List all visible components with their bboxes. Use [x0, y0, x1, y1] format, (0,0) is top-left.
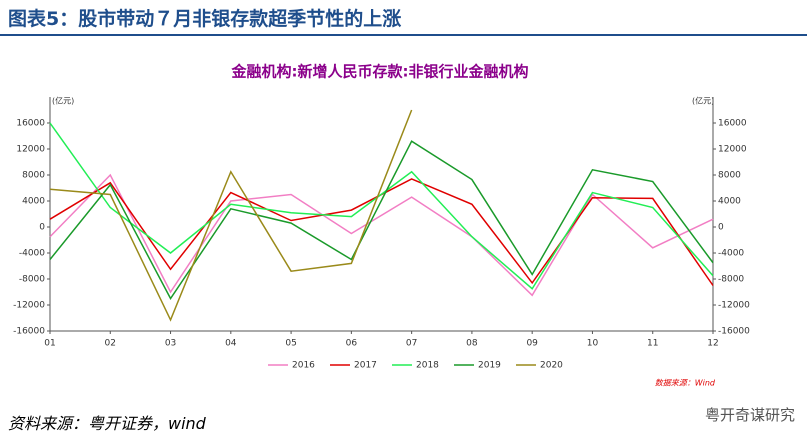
- series-line: [49, 109, 413, 322]
- y-tick-label: 4000: [22, 197, 45, 207]
- y2-unit: (亿元): [692, 96, 714, 106]
- y2-tick-label: 8000: [718, 171, 741, 181]
- y2-tick-label: -8000: [718, 275, 744, 285]
- y-tick-label: 0: [39, 223, 45, 233]
- y-tick-label: 12000: [16, 145, 45, 155]
- y2-tick-label: 4000: [718, 197, 741, 207]
- x-tick-label: 06: [346, 339, 358, 349]
- y2-tick-label: -4000: [718, 249, 744, 259]
- source: 资料来源：粤开证券，wind: [8, 414, 206, 433]
- y2-tick-label: -16000: [718, 327, 750, 337]
- y-tick-label: 16000: [16, 119, 45, 129]
- x-tick-label: 10: [587, 339, 599, 349]
- y-tick-label: 8000: [22, 171, 45, 181]
- y-tick-label: -12000: [13, 301, 45, 311]
- x-tick-label: 07: [406, 339, 417, 349]
- x-tick-label: 04: [225, 339, 237, 349]
- watermark: 粤开奇谋研究: [704, 406, 795, 424]
- rule: [0, 34, 807, 36]
- chart: 金融机构:新增人民币存款:非银行业金融机构 (亿元) (亿元) 数据来源：Win…: [13, 63, 750, 388]
- y2-tick-label: 0: [718, 223, 724, 233]
- y-unit: (亿元): [52, 96, 74, 106]
- legend-label: 2017: [354, 361, 377, 371]
- x-tick-label: 08: [466, 339, 478, 349]
- y2-tick-label: 12000: [718, 145, 747, 155]
- legend-label: 2016: [292, 361, 315, 371]
- note: 数据来源：Wind: [655, 379, 716, 388]
- x-tick-label: 11: [647, 339, 658, 349]
- legend-label: 2019: [478, 361, 501, 371]
- series-line: [49, 122, 714, 290]
- x-tick-label: 05: [285, 339, 296, 349]
- series-line: [49, 173, 714, 297]
- y2-tick-label: 16000: [718, 119, 747, 129]
- series-line: [49, 140, 714, 300]
- header: 图表5：股市带动７月非银存款超季节性的上涨: [8, 8, 402, 30]
- y-tick-label: -16000: [13, 327, 45, 337]
- x-tick-label: 12: [707, 339, 718, 349]
- y2-tick-label: -12000: [718, 301, 750, 311]
- x-tick-label: 03: [165, 339, 176, 349]
- x-tick-label: 09: [526, 339, 538, 349]
- x-tick-label: 02: [105, 339, 116, 349]
- legend-label: 2018: [416, 361, 439, 371]
- y-tick-label: -8000: [19, 275, 45, 285]
- x-tick-label: 01: [44, 339, 55, 349]
- y-tick-label: -4000: [19, 249, 45, 259]
- chart-title: 金融机构:新增人民币存款:非银行业金融机构: [231, 63, 529, 81]
- legend-label: 2020: [540, 361, 563, 371]
